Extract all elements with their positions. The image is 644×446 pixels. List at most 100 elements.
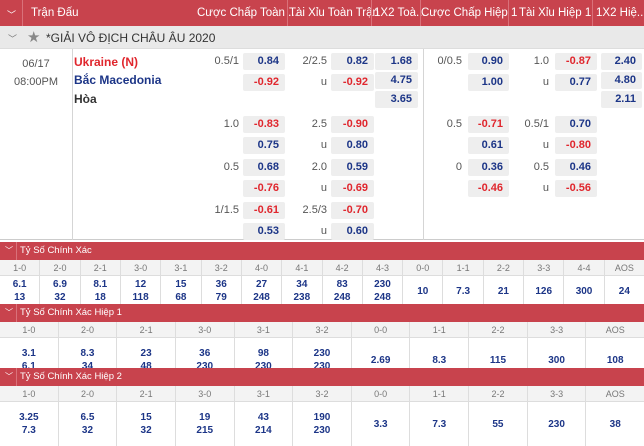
- odds-ft_hcp[interactable]: -0.76: [243, 180, 285, 197]
- score-odds[interactable]: 68: [175, 292, 187, 303]
- score-odds[interactable]: 8.3: [432, 354, 447, 366]
- home-team[interactable]: Ukraine (N): [74, 55, 139, 69]
- score-odds[interactable]: 21: [497, 285, 509, 297]
- col-ft-handicap[interactable]: Cược Chấp Toàn ...: [197, 7, 298, 19]
- odds-ht_ou[interactable]: 0.46: [555, 159, 597, 176]
- score-odds[interactable]: 214: [255, 425, 272, 436]
- score-odds[interactable]: 24: [618, 285, 630, 297]
- score-odds[interactable]: 34: [296, 279, 308, 290]
- odds-ft_hcp[interactable]: 0.68: [243, 159, 285, 176]
- star-icon[interactable]: ★: [27, 29, 41, 46]
- odds-ft_ou[interactable]: -0.69: [331, 180, 374, 197]
- odds-ht_ou[interactable]: -0.87: [555, 53, 597, 70]
- score-odds[interactable]: 6.1: [12, 279, 27, 290]
- score-odds[interactable]: 248: [333, 292, 351, 303]
- score-odds[interactable]: 32: [81, 425, 94, 436]
- score-odds[interactable]: 32: [140, 425, 152, 436]
- score-odds[interactable]: 230: [313, 348, 331, 359]
- odds-ht_ou[interactable]: 0.70: [555, 116, 597, 133]
- score-odds[interactable]: 36: [215, 279, 227, 290]
- chevron-down-icon[interactable]: ﹀: [5, 308, 13, 317]
- score-odds[interactable]: 6.5: [80, 412, 95, 423]
- score-odds[interactable]: 23: [140, 348, 152, 359]
- score-odds[interactable]: 3.3: [373, 418, 388, 430]
- chevron-down-icon[interactable]: ﹀: [5, 246, 13, 255]
- chevron-down-icon[interactable]: ﹀: [8, 34, 18, 44]
- odds-ft_ou[interactable]: 0.60: [331, 223, 374, 240]
- score-odds[interactable]: 10: [417, 285, 429, 297]
- league-row[interactable]: ﹀ ★ *GIẢI VÔ ĐỊCH CHÂU ÂU 2020: [0, 26, 644, 49]
- score-odds[interactable]: 6.9: [53, 279, 67, 290]
- odds-ht_hcp[interactable]: 0.90: [468, 53, 509, 70]
- odds-ft-1x2[interactable]: 3.65: [375, 91, 418, 108]
- score-odds[interactable]: 230: [196, 361, 214, 372]
- odds-ft_hcp[interactable]: 0.53: [243, 223, 285, 240]
- odds-ht_hcp[interactable]: 0.36: [468, 159, 509, 176]
- odds-ht_ou[interactable]: -0.56: [555, 180, 597, 197]
- score-odds[interactable]: 6.1: [21, 361, 36, 372]
- score-odds[interactable]: 7.3: [21, 425, 36, 436]
- odds-ht-1x2[interactable]: 4.80: [601, 72, 642, 89]
- score-odds[interactable]: 230: [548, 418, 565, 430]
- odds-ft_ou[interactable]: 0.80: [331, 137, 374, 154]
- score-odds[interactable]: 18: [94, 292, 106, 303]
- odds-ft_hcp[interactable]: -0.83: [243, 116, 285, 133]
- score-odds[interactable]: 248: [374, 292, 391, 303]
- score-odds[interactable]: 43: [257, 412, 269, 423]
- score-odds[interactable]: 248: [253, 292, 270, 303]
- away-team[interactable]: Bắc Macedonia: [74, 73, 162, 87]
- odds-ft_ou[interactable]: -0.90: [331, 116, 374, 133]
- score-odds[interactable]: 230: [374, 279, 391, 290]
- score-odds[interactable]: 108: [606, 354, 624, 366]
- score-odds[interactable]: 230: [313, 361, 331, 372]
- score-odds[interactable]: 48: [140, 361, 152, 372]
- score-odds[interactable]: 215: [196, 425, 214, 436]
- score-odds[interactable]: 3.1: [21, 348, 36, 359]
- score-odds[interactable]: 230: [255, 361, 272, 372]
- score-odds[interactable]: 13: [14, 292, 26, 303]
- score-odds[interactable]: 27: [255, 279, 268, 290]
- odds-ft-1x2[interactable]: 1.68: [375, 53, 418, 70]
- score-odds[interactable]: 115: [489, 354, 507, 366]
- score-odds[interactable]: 7.3: [432, 418, 447, 430]
- score-odds[interactable]: 19: [199, 412, 211, 423]
- section-header[interactable]: ﹀ Tỷ Số Chính Xác Hiệp 1: [0, 304, 644, 322]
- score-odds[interactable]: 15: [140, 412, 152, 423]
- odds-ft_hcp[interactable]: -0.61: [243, 202, 285, 219]
- odds-ft_ou[interactable]: 0.82: [331, 53, 374, 70]
- col-ft-1x2[interactable]: 1X2 Toà...: [374, 7, 426, 19]
- col-ht-handicap[interactable]: Cược Chấp Hiệp 1: [421, 7, 518, 19]
- score-odds[interactable]: 8.1: [93, 279, 108, 290]
- score-odds[interactable]: 300: [575, 285, 593, 297]
- score-odds[interactable]: 3.25: [19, 412, 39, 423]
- score-odds[interactable]: 12: [135, 279, 147, 290]
- odds-ft-1x2[interactable]: 4.75: [375, 72, 418, 89]
- odds-ft_ou[interactable]: 0.59: [331, 159, 374, 176]
- chevron-down-icon[interactable]: ﹀: [5, 372, 13, 381]
- score-odds[interactable]: 98: [257, 348, 269, 359]
- score-odds[interactable]: 238: [293, 292, 311, 303]
- odds-ht-1x2[interactable]: 2.11: [601, 91, 642, 108]
- col-ht-over-under[interactable]: Tài Xỉu Hiệp 1: [519, 7, 592, 19]
- odds-ft_hcp[interactable]: 0.84: [243, 53, 285, 70]
- odds-ft_ou[interactable]: -0.70: [331, 202, 374, 219]
- odds-ft_ou[interactable]: -0.92: [331, 74, 374, 91]
- odds-ht-1x2[interactable]: 2.40: [601, 53, 642, 70]
- col-match[interactable]: Trận Đấu: [31, 7, 79, 19]
- score-odds[interactable]: 190: [313, 412, 331, 423]
- col-ht-1x2[interactable]: 1X2 Hiệ...: [596, 7, 644, 19]
- section-header[interactable]: ﹀ Tỷ Số Chính Xác Hiệp 2: [0, 368, 644, 386]
- score-odds[interactable]: 83: [336, 279, 348, 290]
- col-ft-over-under[interactable]: Tài Xỉu Toàn Trận: [289, 7, 379, 19]
- score-odds[interactable]: 55: [492, 418, 504, 430]
- score-odds[interactable]: 118: [132, 292, 149, 303]
- odds-ht_hcp[interactable]: -0.71: [468, 116, 509, 133]
- score-odds[interactable]: 34: [81, 361, 94, 372]
- score-odds[interactable]: 15: [175, 279, 187, 290]
- score-odds[interactable]: 36: [199, 348, 211, 359]
- odds-ht_hcp[interactable]: 0.61: [468, 137, 509, 154]
- score-odds[interactable]: 79: [215, 292, 227, 303]
- odds-ft_hcp[interactable]: -0.92: [243, 74, 285, 91]
- odds-ht_ou[interactable]: -0.80: [555, 137, 597, 154]
- score-odds[interactable]: 32: [54, 292, 66, 303]
